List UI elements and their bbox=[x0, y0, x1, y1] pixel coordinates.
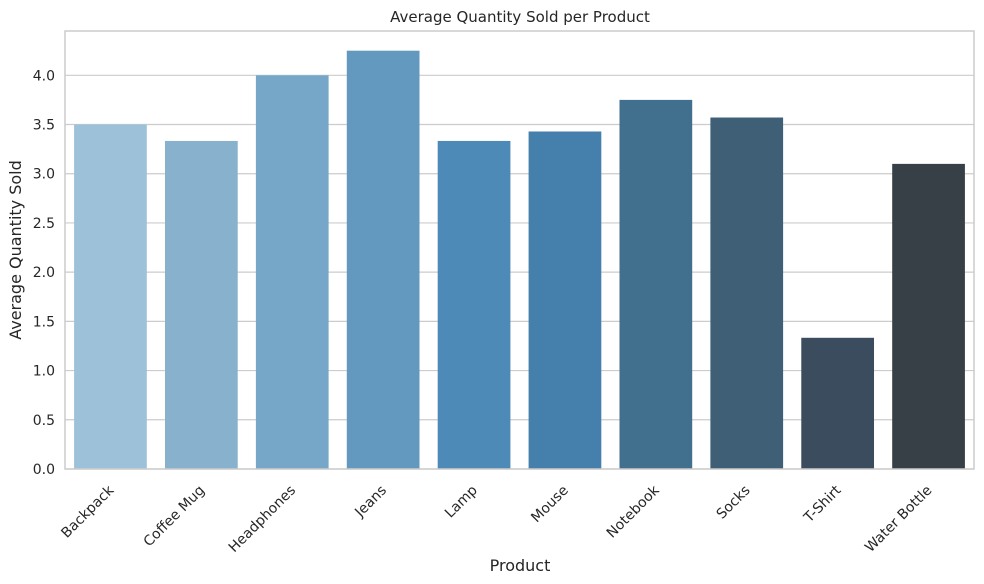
x-tick-label: Lamp bbox=[442, 482, 481, 521]
x-tick-label: Coffee Mug bbox=[141, 483, 209, 551]
x-tick-label: Headphones bbox=[226, 483, 299, 556]
bars bbox=[74, 50, 965, 470]
y-tick-label: 1.0 bbox=[33, 364, 55, 380]
y-tick-label: 0.5 bbox=[33, 413, 55, 429]
x-axis-title: Product bbox=[490, 556, 551, 575]
y-tick-label: 0.0 bbox=[33, 462, 55, 478]
y-tick-label: 3.0 bbox=[33, 167, 55, 183]
x-tick-label: Water Bottle bbox=[862, 483, 935, 556]
x-tick-label: T-Shirt bbox=[800, 482, 844, 526]
bar-coffee-mug bbox=[164, 140, 238, 469]
x-tick-label: Jeans bbox=[351, 483, 390, 522]
bar-backpack bbox=[74, 124, 147, 469]
x-tick-label: Backpack bbox=[58, 482, 118, 542]
bar-mouse bbox=[528, 131, 602, 469]
y-tick-label: 4.0 bbox=[33, 68, 55, 84]
bar-t-shirt bbox=[801, 337, 875, 469]
bar-notebook bbox=[619, 99, 693, 470]
plot-frame bbox=[64, 30, 975, 470]
x-tick-labels: Backpack Coffee Mug Headphones Jeans Lamp Mou… bbox=[58, 482, 935, 556]
x-tick-label: Socks bbox=[714, 483, 754, 523]
y-tick-label: 3.5 bbox=[33, 118, 55, 134]
chart-title: Average Quantity Sold per Product bbox=[390, 8, 650, 26]
y-tick-labels: 0.0 0.5 1.0 1.5 2.0 2.5 3.0 3.5 4.0 bbox=[33, 68, 55, 478]
bar-lamp bbox=[437, 140, 511, 469]
bar-water-bottle bbox=[892, 163, 965, 469]
y-tick-label: 1.5 bbox=[33, 314, 55, 330]
y-tick-label: 2.0 bbox=[33, 265, 55, 281]
y-tick-label: 2.5 bbox=[33, 216, 55, 232]
x-tick-label: Notebook bbox=[604, 482, 664, 542]
bar-headphones bbox=[255, 75, 329, 469]
y-axis-title: Average Quantity Sold bbox=[6, 160, 25, 340]
bar-socks bbox=[710, 117, 784, 469]
bar-jeans bbox=[346, 50, 420, 469]
x-tick-label: Mouse bbox=[528, 483, 571, 526]
